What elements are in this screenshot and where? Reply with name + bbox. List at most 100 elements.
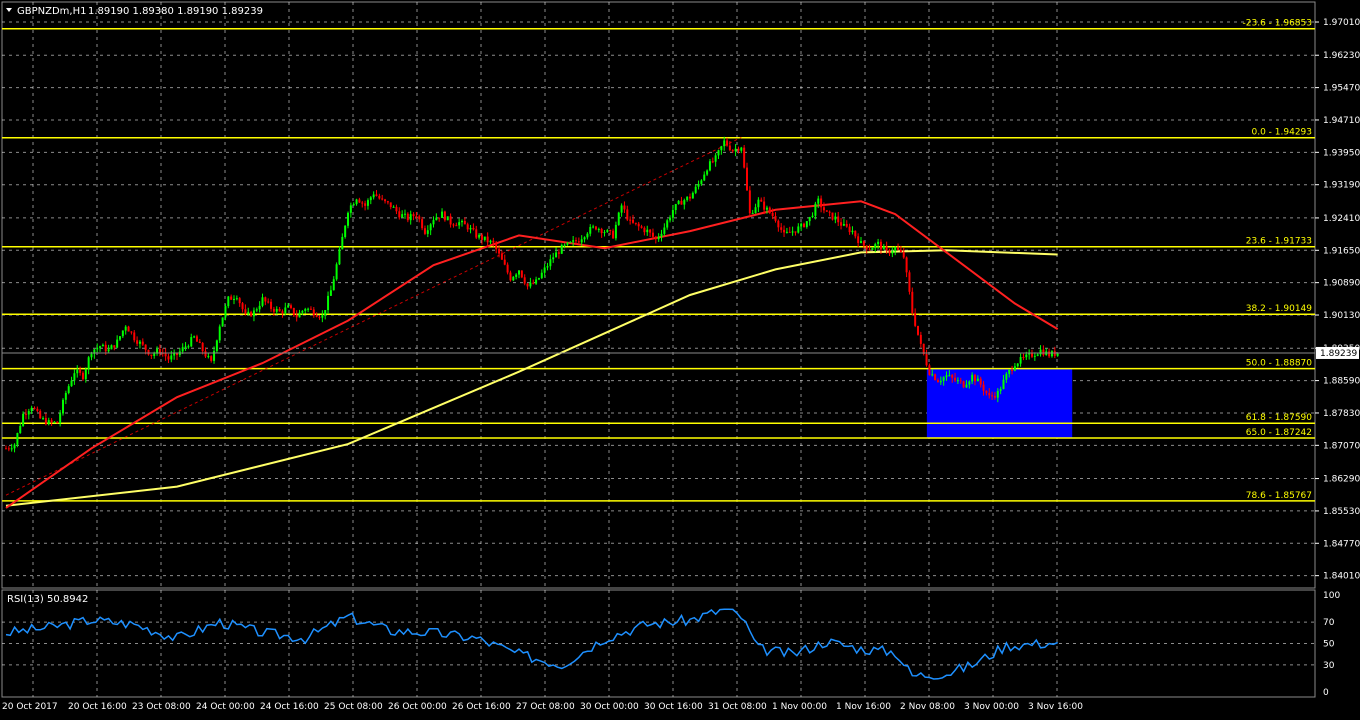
price-tick-label: 1.87830 (1323, 409, 1360, 419)
bull-candle (355, 199, 358, 205)
bull-candle (851, 230, 854, 233)
bull-candle (620, 205, 623, 213)
bear-candle (44, 418, 47, 425)
bull-candle (614, 224, 617, 239)
bear-candle (771, 212, 774, 217)
bull-candle (882, 246, 885, 250)
bull-candle (307, 308, 310, 310)
bear-candle (210, 356, 213, 361)
bull-candle (124, 326, 127, 331)
bull-candle (53, 421, 56, 423)
bull-candle (401, 214, 404, 218)
bull-candle (572, 240, 575, 242)
bear-candle (928, 365, 931, 375)
bear-candle (680, 200, 683, 205)
bull-candle (235, 298, 238, 300)
bear-candle (389, 202, 392, 208)
fib-level-label: 78.6 - 1.85767 (1246, 491, 1312, 501)
bear-candle (415, 216, 418, 218)
price-axis[interactable]: 1.97010 1.96230 1.95470 1.94710 1.93950 1.931… (1315, 18, 1360, 582)
bull-candle (669, 217, 672, 221)
bear-candle (241, 303, 244, 310)
target-zone (926, 368, 1073, 439)
bear-candle (24, 413, 27, 415)
bear-candle (39, 410, 42, 419)
bear-candle (449, 216, 452, 225)
bear-candle (746, 167, 748, 191)
fib-trendline[interactable] (5, 136, 742, 496)
bull-candle (646, 229, 649, 233)
bull-candle (84, 369, 87, 380)
bull-candle (757, 199, 760, 208)
bull-candle (968, 381, 971, 385)
time-tick-label: 3 Nov 16:00 (1028, 702, 1083, 712)
bull-candle (99, 346, 102, 348)
bear-candle (81, 372, 84, 380)
bear-candle (897, 247, 900, 250)
bear-candle (204, 351, 207, 357)
time-tick-label: 26 Oct 16:00 (452, 702, 511, 712)
bear-candle (831, 212, 834, 220)
bear-candle (1053, 351, 1056, 356)
bull-candle (19, 425, 22, 434)
bear-candle (637, 223, 640, 227)
bear-candle (378, 195, 381, 199)
bear-candle (594, 226, 597, 230)
fib-level-label: 61.8 - 1.87590 (1246, 413, 1312, 423)
bull-candle (860, 241, 862, 243)
dropdown-triangle-icon[interactable] (6, 8, 12, 12)
bear-candle (141, 341, 144, 345)
bear-candle (885, 246, 888, 250)
bear-candle (654, 236, 657, 240)
bear-candle (917, 325, 919, 335)
bear-candle (364, 203, 367, 206)
bull-candle (70, 380, 73, 387)
bear-candle (33, 407, 36, 409)
bull-candle (10, 448, 13, 450)
bear-candle (381, 198, 384, 200)
rsi-tick-label: 30 (1323, 661, 1335, 671)
bear-candle (763, 201, 766, 210)
bear-candle (506, 264, 509, 273)
bear-candle (988, 393, 991, 396)
bear-candle (418, 216, 421, 220)
bear-candle (649, 229, 652, 233)
bull-candle (540, 272, 543, 279)
bear-candle (230, 296, 233, 300)
bull-candle (404, 213, 406, 215)
bear-candle (788, 231, 791, 233)
bull-candle (666, 220, 669, 228)
time-tick-label: 23 Oct 08:00 (132, 702, 191, 712)
fibonacci-levels[interactable]: -23.6 - 1.96853 0.0 - 1.94293 23.6 - 1.917… (2, 19, 1315, 502)
bull-candle (258, 305, 261, 310)
bull-candle (181, 347, 184, 352)
bull-candle (252, 310, 255, 317)
bull-candle (560, 244, 563, 254)
bear-candle (472, 227, 475, 230)
bear-candle (609, 229, 612, 231)
bull-candle (603, 232, 606, 234)
bear-candle (438, 217, 441, 219)
bear-candle (144, 344, 147, 350)
bull-candle (811, 215, 814, 218)
bear-candle (982, 384, 985, 391)
bear-candle (845, 224, 848, 227)
bull-candle (207, 356, 210, 358)
trendline-layer[interactable] (5, 136, 742, 496)
bull-candle (156, 349, 159, 354)
bear-candle (828, 211, 831, 213)
bear-candle (290, 305, 292, 308)
bull-candle (791, 231, 794, 233)
bull-candle (703, 174, 706, 181)
bear-candle (412, 214, 415, 217)
bull-candle (90, 353, 93, 358)
bear-candle (888, 249, 891, 254)
bear-candle (250, 311, 253, 317)
bull-candle (931, 374, 934, 376)
bull-candle (347, 212, 349, 226)
bull-candle (617, 212, 620, 225)
bull-candle (441, 211, 444, 218)
